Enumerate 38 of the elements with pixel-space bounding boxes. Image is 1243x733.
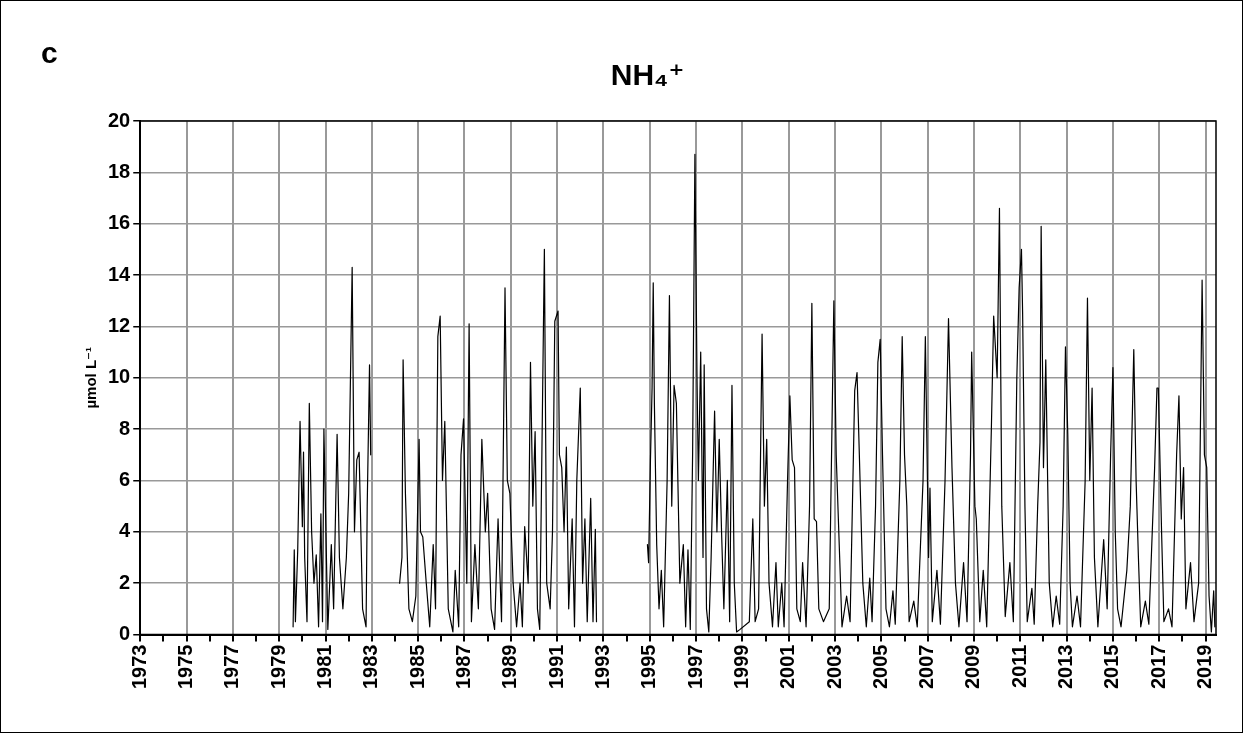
y-tick-label: 4 — [119, 519, 132, 542]
x-tick-label: 1989 — [498, 644, 521, 690]
text: c — [41, 36, 58, 69]
y-tick-label: 2 — [119, 570, 131, 593]
x-tick-label: 1993 — [590, 644, 613, 690]
x-tick-label: 2001 — [776, 644, 799, 690]
x-tick-label: 1979 — [266, 644, 289, 690]
x-tick-label: 1995 — [637, 644, 660, 690]
y-axis-title: µmol L⁻¹ — [82, 346, 100, 409]
x-tick-label: 1973 — [127, 644, 150, 690]
y-tick-label: 8 — [119, 416, 131, 439]
chart-title: NH₄⁺ — [610, 58, 685, 92]
y-tick-label: 0 — [119, 622, 131, 645]
y-tick-label: 12 — [108, 313, 131, 336]
x-tick-label: 2017 — [1146, 644, 1169, 690]
y-tick-label: 14 — [108, 262, 132, 285]
y-tick-label: 6 — [119, 467, 131, 490]
x-tick-label: 2011 — [1007, 644, 1030, 688]
x-tick-label: 2005 — [868, 644, 891, 690]
x-tick-label: 1985 — [405, 644, 428, 690]
x-tick-label: 2007 — [915, 644, 938, 690]
x-tick-label: 2009 — [961, 644, 984, 690]
x-tick-label: 2013 — [1054, 644, 1077, 690]
x-tick-label: 1983 — [359, 644, 382, 690]
y-tick-label: 16 — [108, 211, 131, 234]
y-tick-label: 10 — [108, 365, 131, 388]
x-tick-label: 2003 — [822, 644, 845, 690]
x-tick-label: 1999 — [729, 644, 752, 690]
x-tick-label: 2019 — [1193, 644, 1216, 690]
x-tick-label: 2015 — [1100, 644, 1123, 690]
y-tick-label: 18 — [108, 159, 131, 182]
x-tick-label: 1991 — [544, 644, 567, 690]
y-tick-label: 20 — [108, 108, 131, 131]
x-tick-label: 1975 — [174, 644, 197, 690]
x-tick-label: 1987 — [451, 644, 474, 690]
x-tick-label: 1977 — [220, 644, 243, 690]
x-tick-label: 1981 — [313, 644, 336, 690]
x-tick-label: 1997 — [683, 644, 706, 690]
